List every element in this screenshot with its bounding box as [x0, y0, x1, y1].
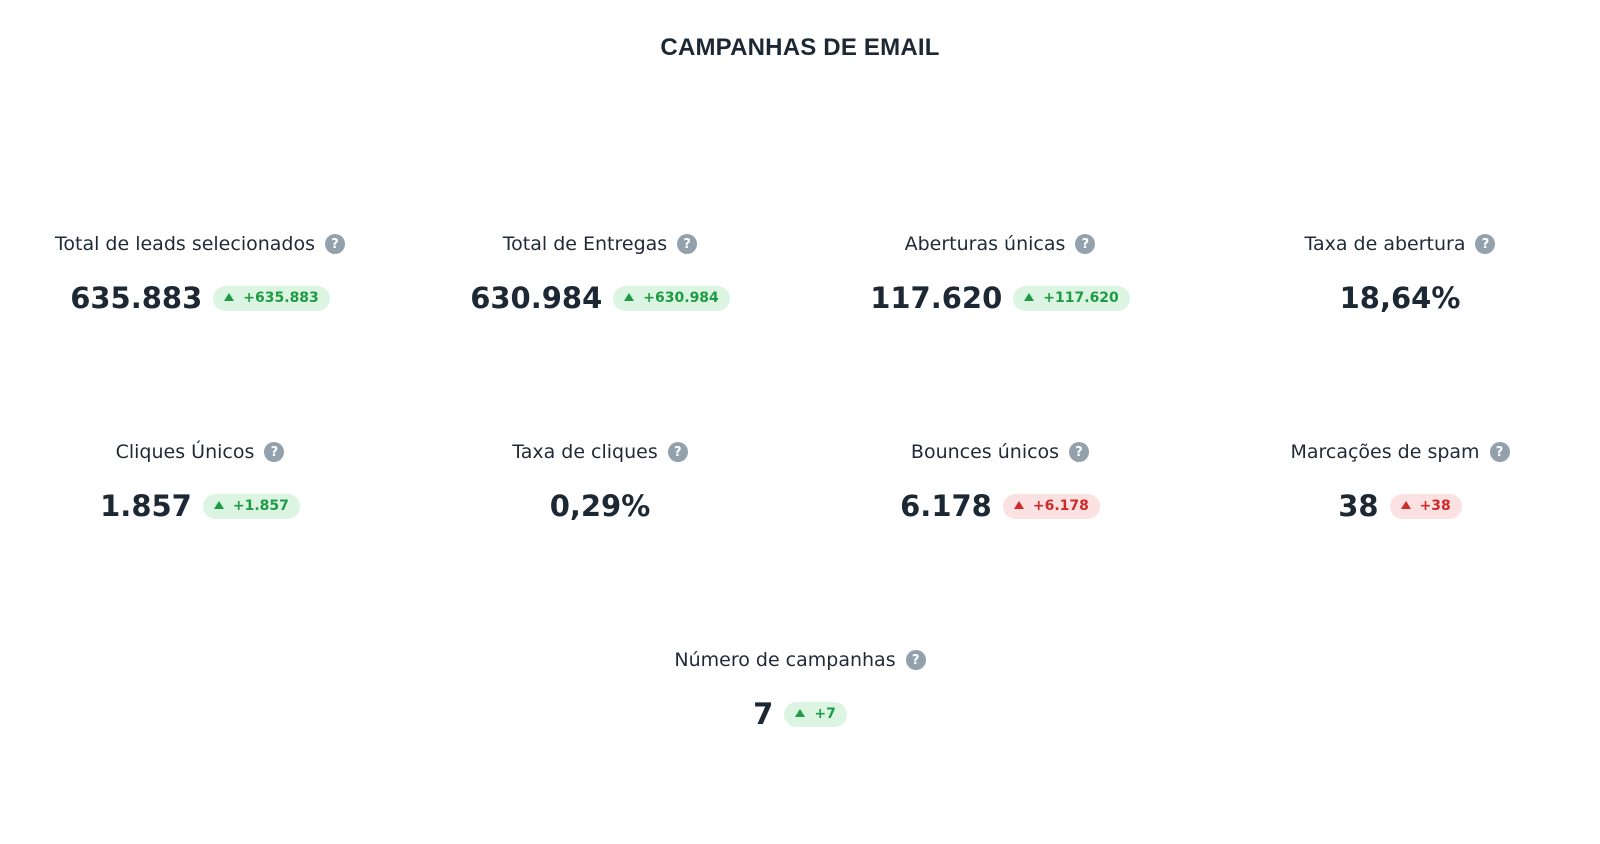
metric-value: 18,64%: [1339, 281, 1461, 315]
help-icon[interactable]: ?: [264, 442, 285, 462]
delta-value: +6.178: [1032, 498, 1089, 514]
delta-badge: +7: [784, 701, 847, 727]
metric-value-row: 635.883 +635.883: [70, 278, 330, 318]
metric-total-leads: Total de leads selecionados ? 635.883 +6…: [0, 220, 400, 428]
metric-value: 630.984: [470, 281, 603, 315]
metric-numero-campanhas: Número de campanhas ? 7 +7: [0, 636, 1600, 844]
help-icon[interactable]: ?: [325, 234, 345, 254]
triangle-up-icon: [1024, 293, 1035, 301]
help-icon[interactable]: ?: [1475, 234, 1496, 254]
delta-badge: +635.883: [213, 285, 330, 311]
triangle-up-icon: [1400, 501, 1411, 509]
metric-taxa-abertura: Taxa de abertura ? 18,64%: [1200, 220, 1600, 428]
delta-value: +635.883: [243, 290, 319, 306]
delta-badge: +630.984: [613, 285, 730, 311]
metric-label: Taxa de abertura: [1304, 233, 1466, 255]
triangle-up-icon: [1013, 501, 1024, 509]
delta-badge: +6.178: [1002, 493, 1100, 519]
help-icon[interactable]: ?: [1489, 442, 1510, 462]
delta-badge: +1.857: [202, 493, 300, 519]
metric-value-row: 38 +38: [1338, 486, 1462, 526]
metric-label: Número de campanhas: [674, 649, 896, 671]
metric-value-row: 0,29%: [550, 486, 651, 526]
metric-bounces-unicos: Bounces únicos ? 6.178 +6.178: [800, 428, 1200, 636]
metrics-grid: Total de leads selecionados ? 635.883 +6…: [0, 220, 1600, 844]
help-icon[interactable]: ?: [667, 442, 688, 462]
metric-value-row: 18,64%: [1340, 278, 1461, 318]
metric-label: Bounces únicos: [910, 441, 1060, 463]
metric-taxa-cliques: Taxa de cliques ? 0,29%: [400, 428, 800, 636]
metric-marcacoes-spam: Marcações de spam ? 38 +38: [1200, 428, 1600, 636]
metric-label-row: Bounces únicos ?: [910, 436, 1090, 468]
page-title: CAMPANHAS DE EMAIL: [660, 34, 940, 61]
delta-badge: +117.620: [1013, 285, 1130, 311]
metric-label: Aberturas únicas: [904, 233, 1066, 255]
metric-value: 1.857: [100, 489, 192, 523]
metric-value: 6.178: [900, 489, 992, 523]
delta-value: +38: [1419, 498, 1451, 514]
metric-label: Total de Entregas: [502, 233, 668, 255]
help-icon[interactable]: ?: [1069, 442, 1090, 462]
metric-label: Taxa de cliques: [512, 441, 658, 463]
metric-value: 635.883: [70, 281, 203, 315]
metric-label-row: Total de Entregas ?: [502, 228, 698, 260]
triangle-up-icon: [624, 293, 635, 301]
help-icon[interactable]: ?: [905, 650, 926, 670]
metric-label: Cliques Únicos: [115, 441, 255, 463]
delta-value: +7: [814, 706, 836, 722]
metric-value-row: 7 +7: [753, 694, 847, 734]
metric-label-row: Cliques Únicos ?: [116, 436, 285, 468]
triangle-up-icon: [213, 501, 224, 509]
metric-label: Marcações de spam: [1290, 441, 1480, 463]
metric-value-row: 1.857 +1.857: [100, 486, 300, 526]
metric-aberturas-unicas: Aberturas únicas ? 117.620 +117.620: [800, 220, 1200, 428]
metric-label-row: Total de leads selecionados ?: [55, 228, 345, 260]
metric-total-entregas: Total de Entregas ? 630.984 +630.984: [400, 220, 800, 428]
delta-value: +1.857: [232, 498, 289, 514]
delta-value: +630.984: [643, 290, 719, 306]
triangle-up-icon: [795, 709, 806, 717]
metric-cliques-unicos: Cliques Únicos ? 1.857 +1.857: [0, 428, 400, 636]
metric-value: 7: [753, 697, 774, 731]
metric-label: Total de leads selecionados: [55, 233, 315, 255]
delta-badge: +38: [1389, 493, 1462, 519]
metric-value: 117.620: [870, 281, 1003, 315]
metric-value-row: 630.984 +630.984: [470, 278, 730, 318]
metric-label-row: Aberturas únicas ?: [905, 228, 1096, 260]
metric-value-row: 6.178 +6.178: [900, 486, 1100, 526]
metric-label-row: Taxa de cliques ?: [512, 436, 688, 468]
triangle-up-icon: [224, 293, 235, 301]
metric-value: 0,29%: [549, 489, 651, 523]
help-icon[interactable]: ?: [1075, 234, 1096, 254]
metric-label-row: Marcações de spam ?: [1290, 436, 1510, 468]
metric-value: 38: [1338, 489, 1379, 523]
metric-label-row: Número de campanhas ?: [674, 644, 926, 676]
delta-value: +117.620: [1043, 290, 1119, 306]
metric-value-row: 117.620 +117.620: [870, 278, 1130, 318]
metric-label-row: Taxa de abertura ?: [1305, 228, 1496, 260]
help-icon[interactable]: ?: [677, 234, 698, 254]
